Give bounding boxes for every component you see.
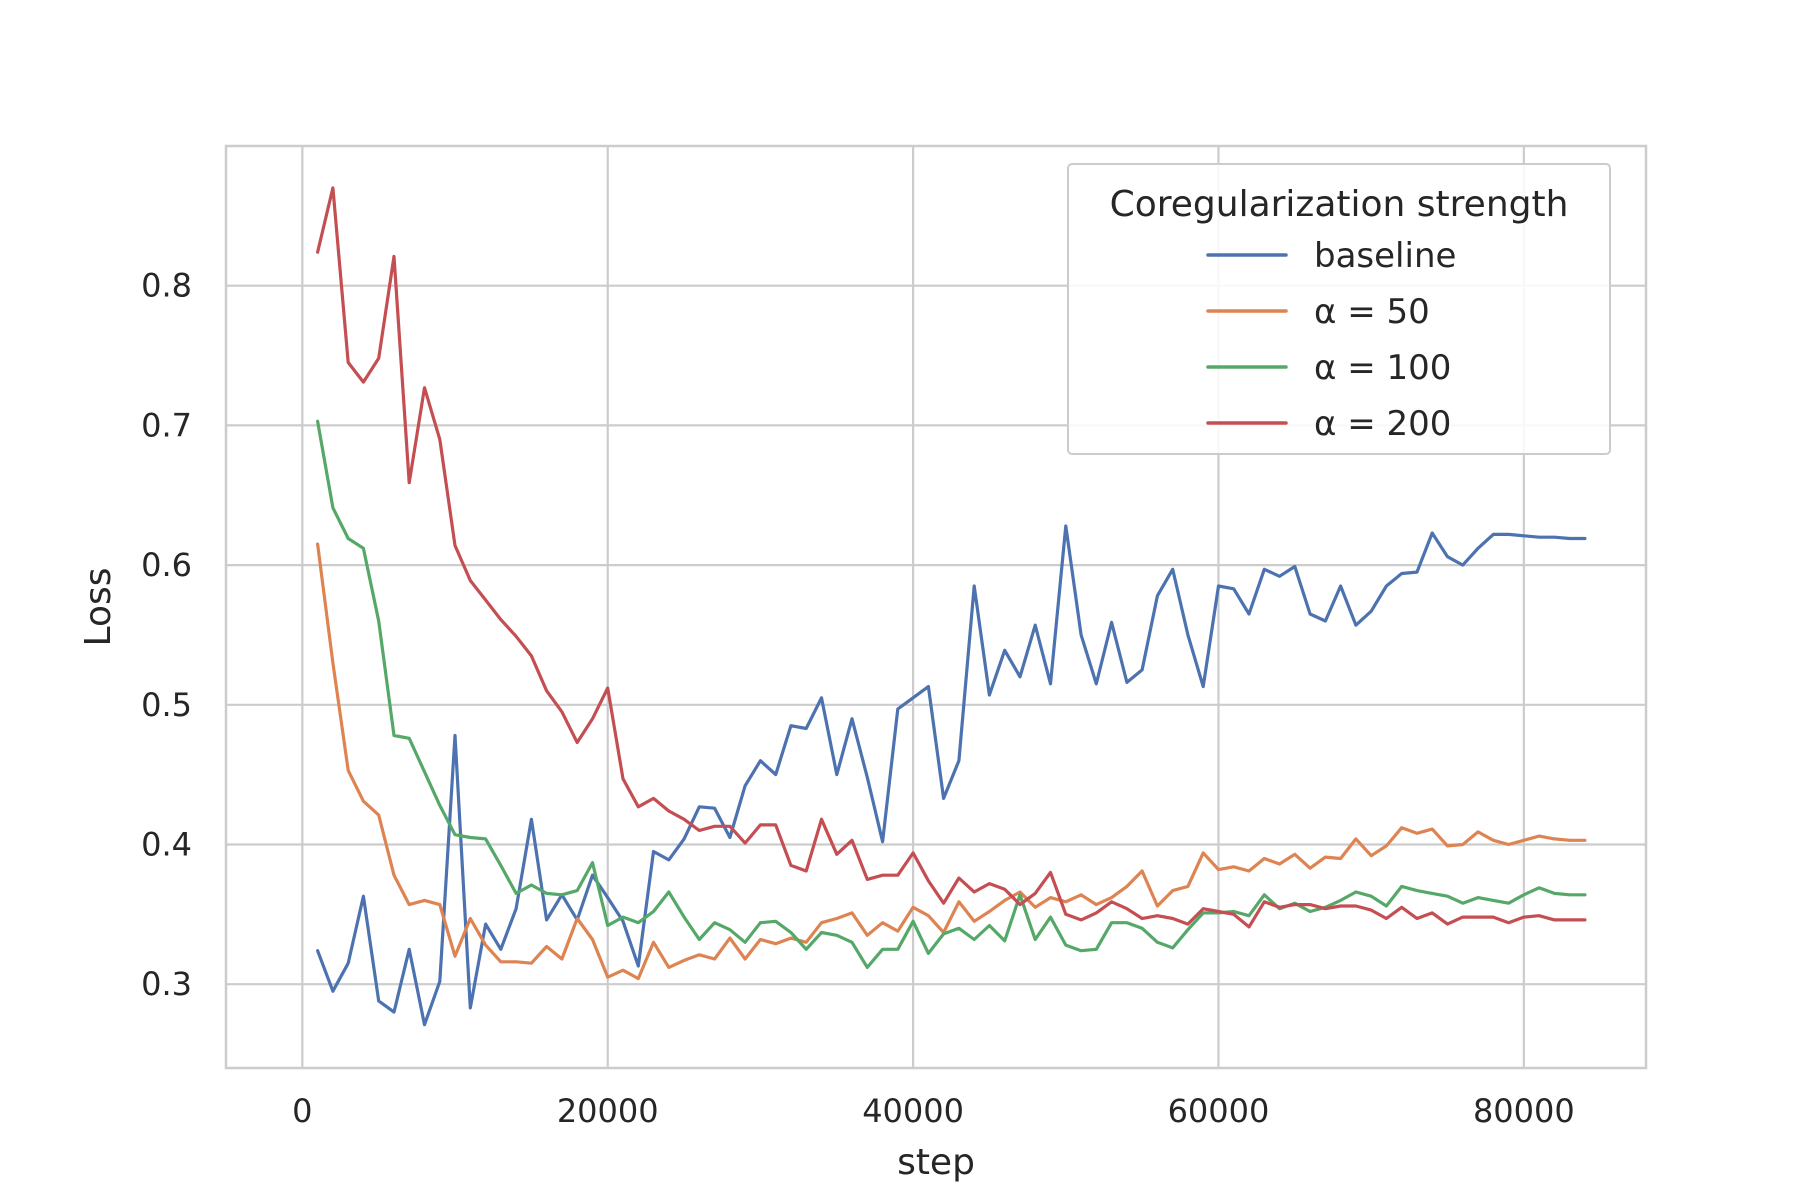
y-tick-label: 0.3 (141, 965, 192, 1003)
legend-label-alpha-100: α = 100 (1314, 348, 1451, 388)
legend: Coregularization strength baseline α = 5… (1067, 163, 1611, 455)
x-tick-label: 80000 (1473, 1092, 1575, 1130)
plot-frame (224, 144, 1648, 1070)
series-line-alpha-100 (316, 419, 1587, 970)
y-axis-label: Loss (78, 568, 119, 647)
series-line-alpha-50 (316, 542, 1587, 981)
legend-box (1067, 163, 1611, 455)
series-line-alpha-200 (316, 186, 1587, 929)
y-tick-label: 0.5 (141, 686, 192, 724)
y-tick-label: 0.8 (141, 267, 192, 305)
y-tick-label: 0.4 (141, 825, 192, 863)
y-axis-ticks: 0.3 0.4 0.5 0.6 0.7 0.8 (141, 267, 192, 1003)
x-tick-label: 20000 (557, 1092, 659, 1130)
x-axis-label: step (897, 1142, 975, 1183)
y-tick-label: 0.7 (141, 406, 192, 444)
x-tick-label: 0 (292, 1092, 312, 1130)
series-line-baseline (316, 524, 1587, 1027)
x-tick-label: 40000 (862, 1092, 964, 1130)
y-tick-label: 0.6 (141, 546, 192, 584)
legend-label-alpha-50: α = 50 (1314, 292, 1430, 332)
legend-label-alpha-200: α = 200 (1314, 404, 1451, 444)
x-tick-label: 60000 (1168, 1092, 1270, 1130)
legend-label-baseline: baseline (1314, 236, 1456, 276)
data-series (316, 186, 1587, 1027)
x-axis-ticks: 0 20000 40000 60000 80000 (292, 1092, 1575, 1130)
legend-title: Coregularization strength (1110, 184, 1569, 225)
